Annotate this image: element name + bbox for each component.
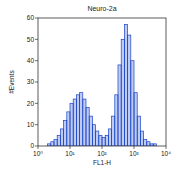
bar [137,116,140,146]
y-tick-label: 60 [27,14,35,21]
y-axis-label: #Events [8,70,15,94]
bar [76,95,79,146]
y-tick [35,82,38,83]
bar [86,108,89,146]
bar [70,103,73,146]
x-tick-label: 10⁴ [161,150,171,157]
bar [60,129,63,146]
x-tick-label: 10⁰ [33,150,43,157]
x-axis-label: FL1-H [93,159,111,166]
bar [118,65,121,146]
bar [80,93,83,146]
y-tick [35,60,38,61]
bar [96,131,99,146]
y-tick-label: 10 [27,121,35,128]
bar [99,135,102,146]
y-tick [35,103,38,104]
x-tick-label: 10² [97,150,107,157]
bar [57,135,60,146]
bar [124,24,127,146]
y-tick-label: 50 [27,36,35,43]
bar [105,135,108,146]
bar [51,142,54,146]
x-tick [166,146,167,149]
y-tick [35,124,38,125]
bar [108,129,111,146]
y-tick [35,18,38,19]
bar [92,125,95,146]
y-tick-label: 20 [27,100,35,107]
x-tick-label: 10¹ [65,150,75,157]
bar [121,39,124,146]
bar [89,116,92,146]
y-tick-label: 40 [27,57,35,64]
y-tick [35,146,38,147]
bars [48,24,157,146]
x-tick-label: 10³ [129,150,139,157]
y-tick-label: 0 [30,142,34,149]
bar [140,131,143,146]
x-tick [102,146,103,149]
bar [67,112,70,146]
x-tick [38,146,39,149]
bar [83,99,86,146]
bar [115,95,118,146]
bar [131,61,134,146]
bar [144,140,147,146]
x-tick [134,146,135,149]
plot-frame [38,18,166,146]
bar [128,35,131,146]
bar [112,116,115,146]
bar [54,140,57,146]
title: Neuro-2a [87,5,116,12]
y-tick [35,39,38,40]
bar [134,93,137,146]
y-tick-label: 30 [27,78,35,85]
bar [73,99,76,146]
bar [64,120,67,146]
bar [147,142,150,146]
x-tick [70,146,71,149]
bar [102,137,105,146]
